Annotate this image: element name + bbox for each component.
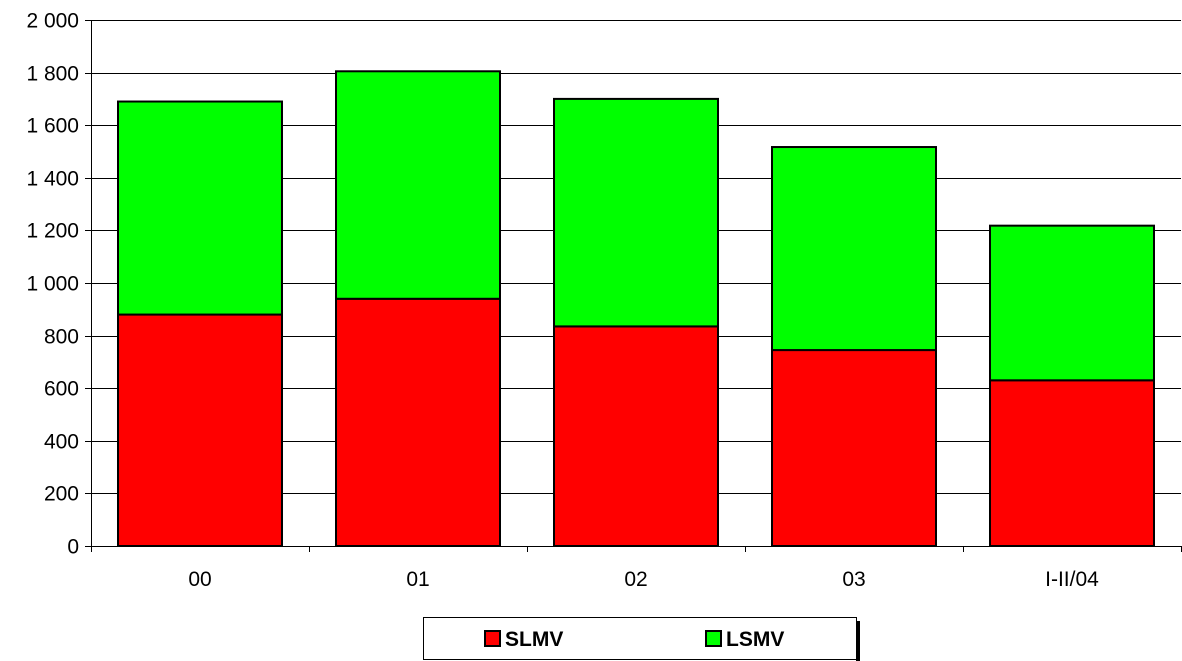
x-tick-label: 02: [624, 568, 647, 591]
x-tick-label: 01: [406, 568, 429, 591]
y-tick-labels: 0 200 400 600 800 1 000 1 200 1 400 1 600 1 800 2 …: [26, 10, 79, 559]
x-tick-labels: 00 01 02 03 I-II/04: [188, 568, 1099, 591]
y-tick-label: 400: [44, 431, 79, 454]
bars: [117, 70, 1155, 547]
y-tick-label: 1 400: [26, 168, 79, 191]
bar-slmv-1: [335, 297, 501, 547]
bar-slmv-2: [553, 325, 719, 547]
y-tick-label: 800: [44, 326, 79, 349]
bar-lsmv-1: [335, 70, 501, 300]
y-tick-label: 1 800: [26, 63, 79, 86]
y-tick-label: 1 000: [26, 273, 79, 296]
y-tick-label: 0: [67, 536, 79, 559]
bar-slmv-0: [117, 313, 283, 547]
y-tick-label: 200: [44, 483, 79, 506]
legend: SLMV LSMV: [423, 617, 860, 661]
bar-lsmv-3: [771, 146, 937, 352]
bar-slmv-3: [771, 349, 937, 547]
x-tick-label: 00: [188, 568, 211, 591]
x-tick-label: I-II/04: [1045, 568, 1099, 591]
bar-lsmv-4: [989, 224, 1155, 382]
legend-label-lsmv: LSMV: [726, 628, 784, 651]
bar-slmv-4: [989, 379, 1155, 547]
axes: [85, 20, 1182, 552]
legend-label-slmv: SLMV: [505, 628, 563, 651]
y-tick-label: 1 200: [26, 220, 79, 243]
bar-lsmv-0: [117, 100, 283, 316]
legend-swatch-slmv: [484, 630, 501, 647]
bar-lsmv-2: [553, 97, 719, 328]
y-tick-label: 2 000: [26, 10, 79, 33]
legend-shadow: [856, 621, 860, 661]
x-tick-label: 03: [842, 568, 865, 591]
legend-swatch-lsmv: [705, 630, 722, 647]
y-tick-label: 1 600: [26, 115, 79, 138]
y-tick-label: 600: [44, 378, 79, 401]
